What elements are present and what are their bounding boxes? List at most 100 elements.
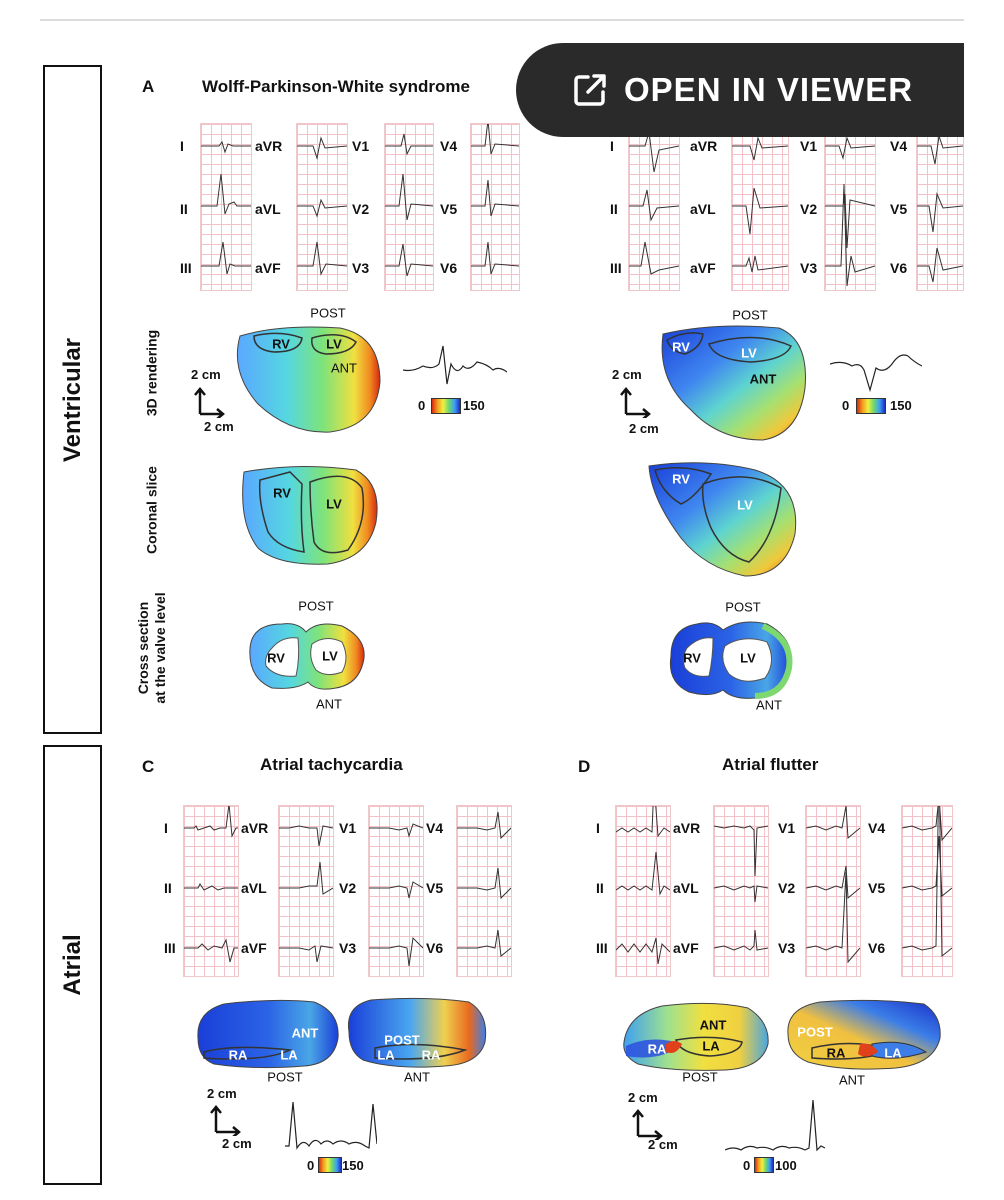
lead-label: III xyxy=(180,260,192,276)
lead-label: V4 xyxy=(426,820,444,836)
panel-c-title: Atrial tachycardia xyxy=(260,755,403,774)
rv-label: RV xyxy=(267,650,285,666)
post-label: POST xyxy=(384,1032,420,1048)
lead-label: V5 xyxy=(890,201,908,217)
wpw-cross-section xyxy=(249,623,365,690)
panel-d-title: Atrial flutter xyxy=(722,755,819,774)
lead-label: V5 xyxy=(440,201,458,217)
lead-label: I xyxy=(596,820,600,836)
ecg-strip xyxy=(615,805,671,977)
lead-label: V2 xyxy=(800,201,818,217)
ra-label: RA xyxy=(647,1041,667,1057)
ecg-strip xyxy=(628,123,680,291)
scale-arrows-icon xyxy=(194,387,225,418)
af-atrial-map-left xyxy=(623,1002,769,1071)
ant-label: ANT xyxy=(404,1069,430,1085)
panel-b-3d-rendering xyxy=(661,325,806,441)
ecg-strip xyxy=(278,805,334,977)
rv-label: RV xyxy=(672,471,690,487)
scale-label-vertical: 2 cm xyxy=(612,367,642,382)
panel-a-title: Wolff-Parkinson-White syndrome xyxy=(202,77,470,96)
at-atrial-map-left xyxy=(197,999,339,1069)
lv-label: LV xyxy=(741,345,757,361)
lead-label: V4 xyxy=(890,138,908,154)
ra-label: RA xyxy=(826,1045,846,1061)
lead-label: aVL xyxy=(673,880,699,896)
panel-b-cross-section xyxy=(669,621,793,699)
open-external-icon xyxy=(574,74,606,106)
ant-label: ANT xyxy=(749,371,777,387)
lead-label: V6 xyxy=(868,940,886,956)
ecg-strip xyxy=(901,805,953,977)
lead-label: V2 xyxy=(352,201,370,217)
lead-label: aVR xyxy=(241,820,269,836)
lead-label: aVR xyxy=(255,138,283,154)
ecg-strip xyxy=(916,123,964,291)
lead-label: I xyxy=(164,820,168,836)
rv-label: RV xyxy=(683,650,701,666)
colorbar xyxy=(431,398,461,414)
wpw-coronal-slice xyxy=(242,465,378,565)
colorbar-max: 150 xyxy=(342,1158,364,1173)
atrial-label: Atrial xyxy=(58,934,86,996)
ventricular-section-box: Ventricular xyxy=(43,65,102,734)
lead-label: V1 xyxy=(778,820,796,836)
post-label: POST xyxy=(682,1069,718,1085)
at-electrogram xyxy=(285,1101,377,1150)
colorbar xyxy=(754,1157,774,1173)
ant-label: ANT xyxy=(839,1072,865,1088)
af-atrial-map-right xyxy=(787,999,941,1070)
la-label: LA xyxy=(377,1047,395,1063)
scale-label-horizontal: 2 cm xyxy=(648,1137,678,1152)
lead-label: V2 xyxy=(778,880,796,896)
top-divider xyxy=(40,19,964,21)
lead-label: V6 xyxy=(440,260,458,276)
af-electrogram xyxy=(725,1099,825,1152)
lead-label: V3 xyxy=(352,260,370,276)
post-label: POST xyxy=(797,1024,833,1040)
lead-label: V1 xyxy=(800,138,818,154)
open-in-viewer-button[interactable]: OPEN IN VIEWER xyxy=(516,43,964,137)
scale-arrows-icon xyxy=(210,1105,241,1136)
panel-b-electrogram xyxy=(830,354,922,392)
ecg-strip xyxy=(470,123,520,291)
lead-label: aVL xyxy=(255,201,281,217)
colorbar-max: 150 xyxy=(890,398,912,413)
ant-label: ANT xyxy=(699,1017,727,1033)
ecg-strip xyxy=(713,805,769,977)
ecg-strip xyxy=(296,123,348,291)
scale-label-vertical: 2 cm xyxy=(191,367,221,382)
lead-label: V1 xyxy=(339,820,357,836)
ra-label: RA xyxy=(228,1047,248,1063)
ant-label: ANT xyxy=(331,360,357,376)
lead-label: V5 xyxy=(426,880,444,896)
lead-label: II xyxy=(164,880,172,896)
scale-label-vertical: 2 cm xyxy=(207,1086,237,1101)
lead-label: aVL xyxy=(241,880,267,896)
post-label: POST xyxy=(732,307,768,323)
row-label-cross-section: Cross section at the valve level xyxy=(135,592,169,703)
lead-label: V4 xyxy=(868,820,886,836)
lead-label: V6 xyxy=(890,260,908,276)
colorbar-min: 0 xyxy=(842,398,850,413)
rv-label: RV xyxy=(273,485,291,501)
lead-label: II xyxy=(610,201,618,217)
ant-label: ANT xyxy=(756,697,782,713)
lead-label: III xyxy=(164,940,176,956)
ecg-strip xyxy=(183,805,239,977)
panel-d-letter: D xyxy=(578,757,591,776)
lead-label: aVF xyxy=(255,260,281,276)
ecg-strip xyxy=(731,123,789,291)
scale-arrows-icon xyxy=(620,387,651,418)
post-label: POST xyxy=(298,598,334,614)
lead-label: III xyxy=(610,260,622,276)
lead-label: V6 xyxy=(426,940,444,956)
ecg-strip xyxy=(824,123,876,291)
lead-label: V3 xyxy=(800,260,818,276)
lead-label: aVR xyxy=(673,820,701,836)
wpw-3d-rendering xyxy=(236,326,381,433)
lead-label: aVF xyxy=(241,940,267,956)
rv-label: RV xyxy=(672,339,690,355)
atrial-section-box: Atrial xyxy=(43,745,102,1185)
ecg-strip xyxy=(805,805,861,977)
